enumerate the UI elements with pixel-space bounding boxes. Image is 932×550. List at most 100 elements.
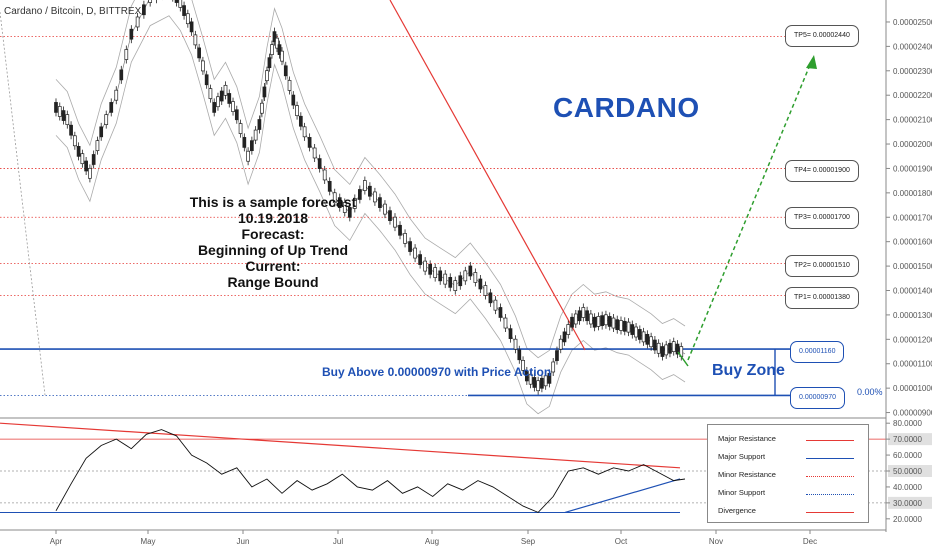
candle-body	[250, 140, 254, 152]
price-tick-label: 0.00002100	[893, 116, 932, 125]
candle-body	[182, 5, 186, 16]
candle-body	[262, 86, 267, 98]
legend-label: Major Support	[718, 452, 766, 461]
candle-body	[473, 272, 478, 283]
candle-body	[257, 119, 262, 130]
legend-label: Divergence	[718, 506, 756, 515]
candle-body	[69, 124, 73, 136]
legend-label: Major Resistance	[718, 434, 776, 443]
forecast-line: Forecast:	[241, 226, 305, 242]
candle-body	[398, 224, 402, 236]
candle-body	[577, 310, 582, 322]
candle-body	[498, 307, 503, 318]
candle-body	[114, 89, 119, 101]
candle-body	[84, 160, 88, 172]
candle-body	[95, 140, 100, 152]
candle-body	[76, 146, 81, 157]
candle-body	[388, 210, 392, 221]
candle-body	[604, 314, 608, 326]
candle-body	[373, 191, 377, 203]
candle-body	[185, 13, 190, 25]
candle-body	[656, 342, 661, 354]
legend-swatch	[806, 512, 854, 513]
candle-body	[212, 102, 217, 113]
candle-body	[193, 34, 198, 46]
chart-title: CARDANO	[553, 92, 700, 123]
indicator-tick-label: 60.0000	[893, 451, 922, 460]
price-tick-label: 0.00002500	[893, 18, 932, 27]
candle-body	[555, 350, 559, 361]
candle-body	[347, 207, 352, 218]
candle-body	[216, 96, 220, 108]
candle-body	[234, 109, 239, 121]
zone-upper-callout: 0.00001160	[790, 341, 845, 363]
candle-body	[566, 324, 571, 335]
candle-body	[223, 84, 228, 96]
candle-body	[357, 189, 362, 200]
indicator-tick-label: 20.0000	[893, 515, 922, 524]
candle-body	[270, 44, 274, 55]
price-tick-label: 0.00001500	[893, 262, 932, 271]
candle-body	[543, 375, 548, 387]
candles	[54, 0, 684, 395]
candle-body	[463, 270, 468, 282]
candle-body	[61, 110, 66, 121]
indicator-tick-highlight	[888, 433, 932, 446]
candle-body	[57, 106, 62, 117]
percent-label: 0.00%	[857, 387, 883, 397]
candle-body	[517, 349, 522, 361]
target-callout-tp3: TP3= 0.00001700	[785, 207, 859, 229]
indicator-tick-label: 70.0000	[893, 435, 922, 444]
indicator-tick-highlight	[888, 496, 932, 509]
candle-body	[267, 57, 272, 69]
time-tick-label: Sep	[521, 537, 536, 546]
forecast-line: Beginning of Up Trend	[197, 242, 349, 258]
forecast-note: This is a sample forecast 10.19.2018 For…	[168, 194, 378, 290]
buy-zone-label: Buy Zone	[712, 362, 785, 379]
candle-body	[368, 185, 372, 197]
candle-body	[503, 317, 508, 329]
candle-body	[342, 202, 347, 213]
candle-body	[615, 319, 620, 331]
candle-body	[298, 115, 303, 127]
candle-body	[645, 333, 650, 345]
rsi-trend-line	[564, 478, 681, 514]
legend-label: Minor Support	[718, 488, 766, 497]
candle-body	[653, 339, 657, 351]
candle-body	[54, 102, 58, 113]
price-tick-label: 0.00001700	[893, 213, 932, 222]
candle-body	[622, 320, 627, 332]
candle-body	[295, 105, 299, 117]
candle-body	[458, 275, 463, 287]
candle-body	[104, 114, 109, 125]
candle-body	[280, 50, 284, 62]
candle-body	[65, 114, 70, 125]
candle-body	[148, 0, 153, 3]
indicator-tick-label: 50.0000	[893, 467, 922, 476]
legend-label: Minor Resistance	[718, 470, 776, 479]
indicator-tick-label: 80.0000	[893, 419, 922, 428]
candle-body	[448, 277, 453, 288]
candle-body	[337, 197, 342, 208]
candle-body	[634, 326, 638, 338]
price-tick-label: 0.00002200	[893, 91, 932, 100]
candle-body	[596, 316, 601, 327]
candle-body	[547, 373, 552, 384]
candle-body	[363, 180, 367, 191]
candle-body	[532, 377, 537, 388]
symbol-label: Cardano / Bitcoin, D, BITTREX	[4, 6, 142, 17]
price-tick-label: 0.00001000	[893, 384, 932, 393]
candle-body	[242, 137, 247, 148]
candle-body	[332, 192, 337, 204]
candle-body	[91, 154, 96, 165]
candle-body	[72, 135, 77, 147]
buy-note: Buy Above 0.00000970 with Price Action	[322, 365, 552, 379]
candle-body	[307, 137, 312, 148]
trend-lines	[0, 0, 586, 396]
candle-body	[483, 285, 488, 296]
candle-body	[671, 341, 676, 352]
candle-body	[312, 147, 317, 159]
price-tick-label: 0.00001600	[893, 238, 932, 247]
candle-body	[413, 247, 417, 259]
candle-body	[178, 0, 183, 8]
